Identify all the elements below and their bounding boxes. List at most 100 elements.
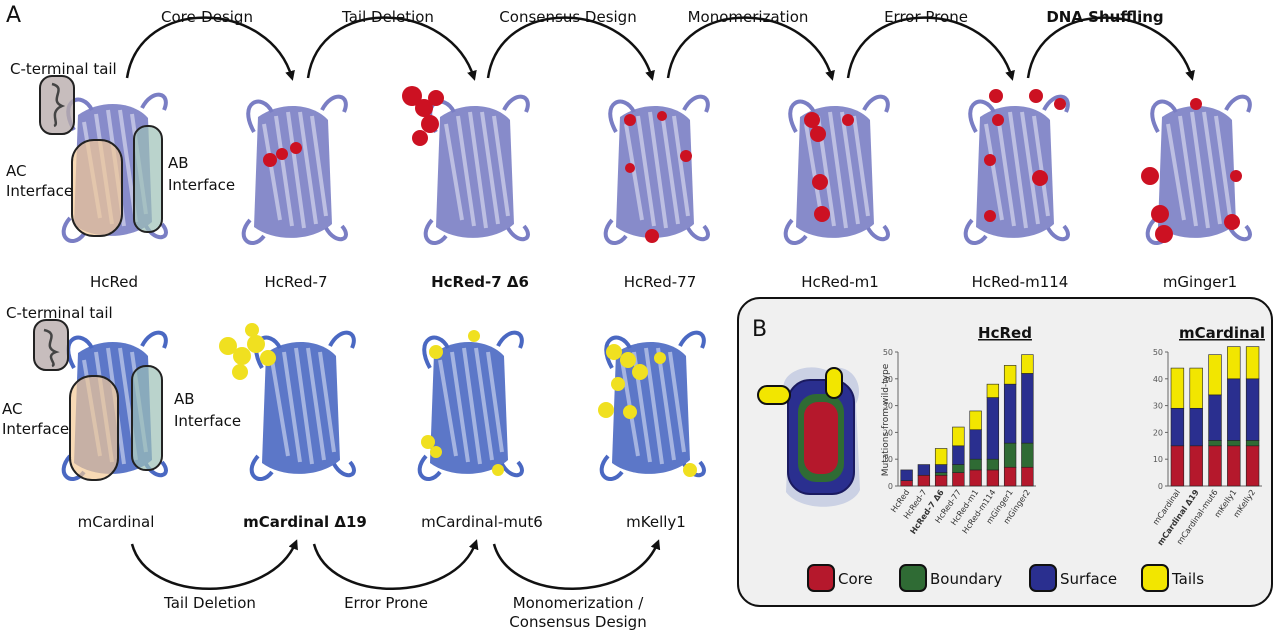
step-consensus-design: Consensus Design	[499, 8, 636, 26]
y-tick-label: 40	[1153, 375, 1163, 384]
bottom-step-tail-deletion: Tail Deletion	[163, 594, 256, 612]
bar-boundary	[1208, 440, 1222, 447]
bar-surface	[1227, 378, 1241, 441]
bar-core	[1170, 445, 1185, 487]
label-hcred-m1: HcRed-m1	[801, 273, 879, 291]
tail-zone-top	[825, 367, 843, 399]
bar-tails	[1003, 365, 1017, 385]
bar-surface	[917, 464, 931, 476]
ab-label-top: AB	[168, 154, 189, 172]
c-terminal-tail-label-bottom: C-terminal tail	[6, 304, 113, 322]
step-tail-deletion: Tail Deletion	[341, 8, 434, 26]
bottom-step-monomerization: Monomerization /	[513, 594, 645, 612]
ab-interface-region-bottom	[131, 365, 163, 471]
protein-mginger1	[1141, 94, 1252, 246]
step-error-prone: Error Prone	[884, 8, 968, 26]
bar-tails	[986, 383, 1000, 398]
bar-core	[1021, 466, 1034, 487]
label-mcardinal-mut6: mCardinal-mut6	[421, 513, 543, 531]
label-mcardinal-d19: mCardinal Δ19	[243, 513, 367, 531]
legend-surface-swatch	[1029, 564, 1057, 592]
protein-mkelly1	[598, 330, 706, 482]
bar-tails	[1227, 346, 1241, 380]
top-arrow-2	[306, 16, 477, 81]
legend-surface-label: Surface	[1060, 570, 1117, 588]
ac-interface-label-bottom: Interface	[2, 420, 69, 438]
step-core-design: Core-Design	[161, 8, 253, 26]
bar-core	[1189, 445, 1203, 487]
ab-label-bottom: AB	[174, 390, 195, 408]
bar-core	[1227, 445, 1241, 487]
top-arrow-5	[846, 16, 1015, 81]
label-mkelly1: mKelly1	[626, 513, 686, 531]
bar-tails	[934, 448, 948, 465]
region-schematic	[757, 367, 860, 507]
bar-boundary	[986, 458, 1000, 471]
protein-mcardinal-d19	[219, 323, 356, 482]
y-tick-label: 50	[1153, 348, 1163, 357]
label-mcardinal: mCardinal	[78, 513, 155, 531]
core-zone	[804, 402, 838, 474]
y-tick-label: 20	[1153, 428, 1163, 437]
ac-interface-label-top: Interface	[6, 182, 73, 200]
step-dna-shuffling: DNA Shuffling	[1046, 8, 1163, 26]
ab-interface-region	[133, 125, 163, 233]
top-arrow-6	[1026, 16, 1195, 81]
bar-boundary	[969, 458, 982, 471]
protein-hcred-m114	[963, 89, 1070, 246]
label-hcred-7: HcRed-7	[265, 273, 328, 291]
legend-tails-swatch	[1141, 564, 1169, 592]
bar-surface	[1021, 373, 1034, 444]
top-arrow-4	[666, 16, 835, 81]
protein-hcred-77	[603, 94, 710, 246]
y-tick-label: 10	[1153, 455, 1163, 464]
protein-mcardinal	[33, 319, 168, 482]
protein-hcred	[39, 75, 168, 244]
y-tick-label: 50	[883, 348, 893, 357]
chart-hcred-title: HcRed	[978, 324, 1032, 342]
bar-tails	[1189, 367, 1203, 409]
bar-surface	[934, 464, 948, 473]
ac-interface-region-bottom	[69, 375, 119, 481]
y-tick-label: 10	[883, 455, 893, 464]
bar-core	[1208, 445, 1222, 487]
bar-boundary	[1227, 440, 1241, 447]
ac-label-bottom: AC	[2, 400, 22, 418]
legend-boundary-label: Boundary	[930, 570, 1002, 588]
y-tick-label: 0	[1158, 482, 1163, 491]
y-tick-label: 30	[1153, 402, 1163, 411]
bar-core	[917, 474, 931, 487]
bar-surface	[969, 429, 982, 460]
protein-mcardinal-mut6	[417, 330, 524, 482]
y-tick-label: 20	[883, 428, 893, 437]
bar-tails	[952, 426, 965, 447]
bar-tails	[1170, 367, 1185, 409]
label-hcred-m114: HcRed-m114	[972, 273, 1069, 291]
label-mginger1: mGinger1	[1163, 273, 1237, 291]
label-hcred-77: HcRed-77	[624, 273, 697, 291]
bottom-arrow-3	[492, 539, 661, 590]
bar-surface	[986, 397, 1000, 460]
bottom-arrow-1	[130, 539, 298, 590]
bar-tails	[969, 410, 982, 431]
bar-surface	[1245, 378, 1260, 441]
bar-surface	[1003, 383, 1017, 444]
bottom-arrow-2	[312, 539, 479, 590]
bar-boundary	[952, 464, 965, 473]
legend-tails-label: Tails	[1171, 570, 1204, 588]
tail-zone-left	[757, 385, 791, 405]
bottom-step-error-prone: Error Prone	[344, 594, 428, 612]
bar-core	[1003, 466, 1017, 487]
legend-core-label: Core	[838, 570, 873, 588]
bar-boundary	[1245, 440, 1260, 447]
bar-tails	[1208, 354, 1222, 396]
bar-tails	[1021, 354, 1034, 374]
bar-boundary	[1003, 442, 1017, 468]
bar-surface	[900, 469, 913, 481]
c-terminal-tail-box	[39, 75, 75, 135]
step-monomerization: Monomerization	[688, 8, 809, 26]
bar-surface	[1170, 407, 1185, 447]
chart-ylabel: Mutations from wild-type	[881, 363, 891, 476]
